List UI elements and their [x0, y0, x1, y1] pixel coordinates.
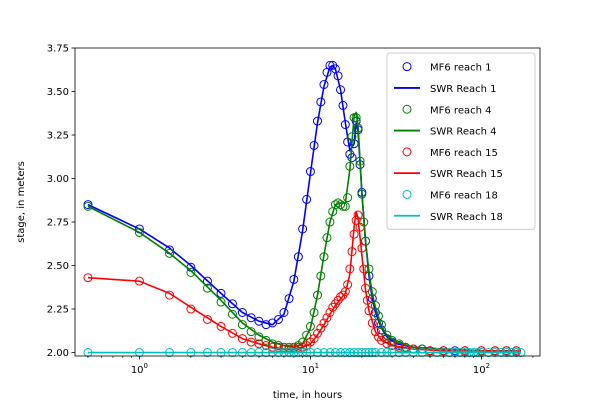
data-point — [237, 308, 247, 317]
legend-label: SWR Reach 18 — [430, 212, 503, 223]
y-tick-label: 3.75 — [47, 44, 69, 55]
legend-label: MF6 reach 1 — [430, 63, 491, 74]
series-5 — [87, 210, 521, 352]
data-point — [313, 328, 323, 338]
legend-item: SWR Reach 15 — [394, 169, 503, 180]
series-line — [87, 111, 521, 352]
data-point — [279, 308, 289, 317]
data-point — [202, 283, 212, 293]
plot-frame — [74, 47, 541, 357]
data-point — [305, 321, 315, 331]
y-tick-label: 3.50 — [47, 87, 69, 98]
series-3 — [87, 111, 521, 352]
data-point — [322, 313, 332, 323]
data-point — [237, 320, 247, 330]
data-point — [273, 314, 283, 324]
x-tick-label: 101 — [302, 362, 319, 376]
data-point — [343, 193, 353, 203]
legend-item: MF6 reach 18 — [402, 189, 498, 201]
series-line — [87, 210, 521, 352]
y-tick-label: 2.50 — [47, 261, 69, 272]
data-point — [134, 227, 144, 237]
x-tick-label: 100 — [131, 362, 148, 376]
legend-item: SWR Reach 4 — [394, 127, 497, 138]
y-tick-label: 2.25 — [47, 305, 69, 316]
legend-item: SWR Reach 18 — [394, 212, 503, 223]
y-tick-label: 3.25 — [47, 131, 69, 142]
legend-label: MF6 reach 15 — [430, 148, 498, 159]
x-axis: 100 101 102 — [87, 356, 534, 376]
legend-item: MF6 reach 1 — [402, 62, 491, 74]
data-point — [325, 308, 335, 317]
series-1 — [87, 64, 521, 352]
y-axis-label: stage, in meters — [16, 161, 27, 243]
data-point — [216, 297, 226, 307]
y-tick-label: 2.75 — [47, 218, 69, 229]
data-point — [373, 311, 383, 321]
data-point — [254, 339, 264, 349]
x-axis-label: time, in hours — [273, 390, 342, 400]
data-point — [370, 327, 380, 337]
legend-label: SWR Reach 1 — [430, 84, 497, 95]
legend-label: SWR Reach 4 — [430, 127, 497, 138]
y-axis: 2.00 2.25 2.50 2.75 3.00 3.25 3.50 3.75 — [47, 44, 75, 359]
legend-item: SWR Reach 1 — [394, 84, 497, 95]
legend-marker-swatch — [402, 104, 412, 114]
data-point — [376, 320, 386, 330]
data-point — [165, 248, 175, 258]
legend-marker-swatch — [402, 62, 412, 72]
data-point — [302, 330, 312, 340]
legend-marker-swatch — [402, 189, 412, 199]
legend-item: MF6 reach 4 — [402, 104, 491, 116]
data-point — [227, 299, 237, 309]
data-point — [227, 309, 237, 319]
data-point — [382, 339, 392, 349]
data-point — [216, 321, 226, 331]
data-point — [186, 267, 196, 277]
data-point — [216, 288, 226, 298]
data-point — [336, 292, 346, 302]
data-point — [202, 276, 212, 286]
data-point — [382, 330, 392, 340]
data-point — [246, 313, 256, 323]
legend-label: MF6 reach 4 — [430, 105, 491, 116]
legend-label: SWR Reach 15 — [430, 169, 503, 180]
legend-marker-swatch — [402, 147, 412, 157]
data-point — [83, 201, 93, 211]
data-point — [347, 153, 357, 163]
data-point — [261, 341, 271, 351]
legend-label: MF6 reach 18 — [430, 190, 498, 201]
legend-box — [386, 52, 536, 230]
data-point — [316, 323, 326, 333]
series-layer — [83, 60, 526, 358]
legend: MF6 reach 1 SWR Reach 1 MF6 reach 4 SWR Rea… — [386, 52, 536, 230]
series-line — [87, 64, 521, 352]
data-point — [319, 318, 329, 328]
legend-item: MF6 reach 15 — [402, 147, 498, 159]
y-tick-label: 2.00 — [47, 348, 69, 359]
data-point — [237, 334, 247, 344]
data-point — [254, 316, 264, 326]
x-tick-label: 102 — [473, 362, 490, 376]
data-point — [227, 328, 237, 338]
y-tick-label: 3.00 — [47, 174, 69, 185]
